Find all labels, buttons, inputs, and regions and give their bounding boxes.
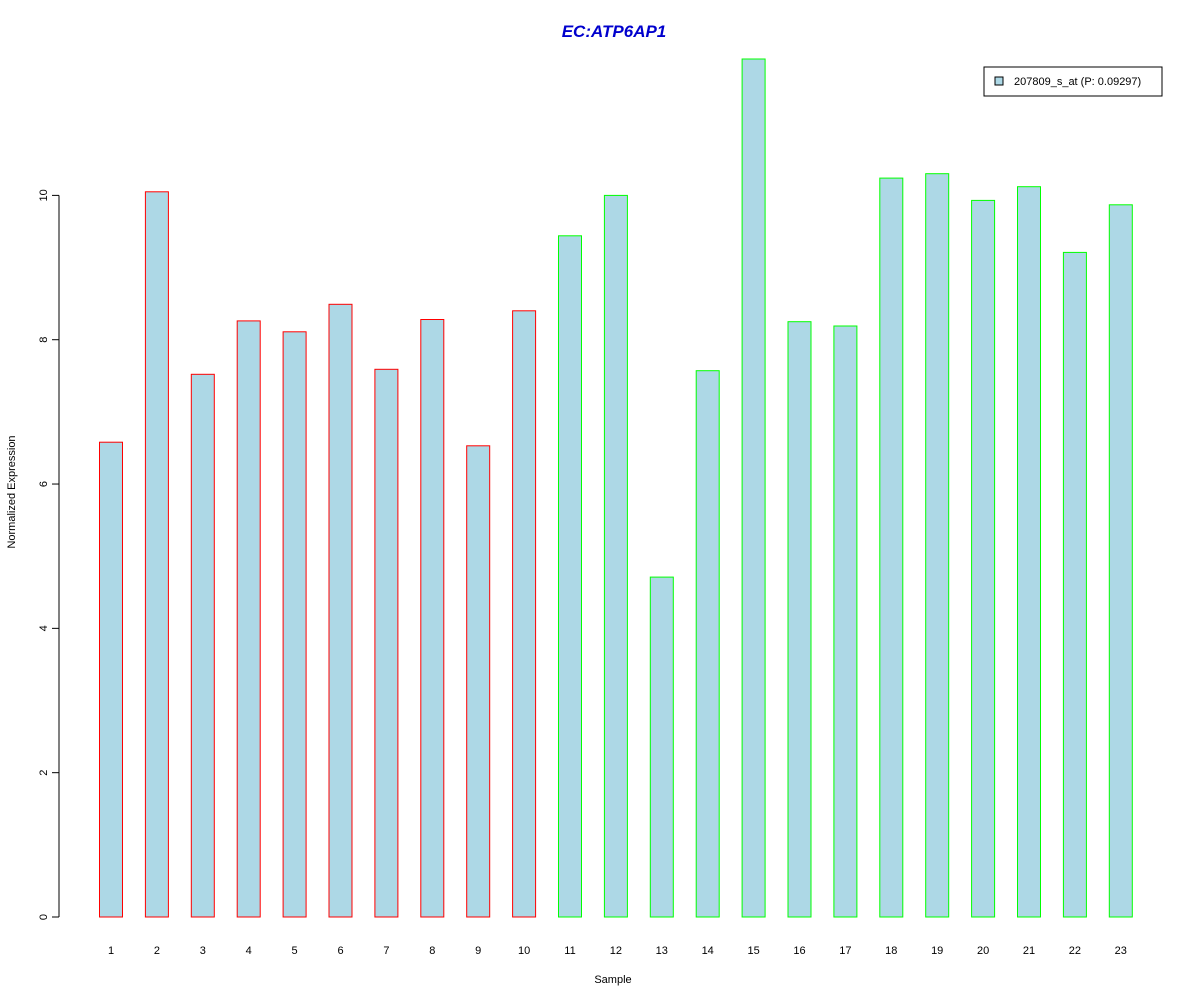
bar-sample-11 [558, 235, 582, 918]
y-axis-label: Normalized Expression [6, 435, 18, 548]
x-tick-label: 23 [1115, 945, 1127, 957]
x-tick-label: 18 [885, 945, 897, 957]
y-axis: 0 2 4 6 8 10 [38, 189, 60, 920]
legend-label: 207809_s_at (P: 0.09297) [1014, 76, 1141, 88]
bar-sample-9 [466, 445, 491, 918]
x-tick-label: 11 [564, 945, 575, 957]
bar-sample-5 [282, 331, 307, 918]
x-tick-label: 22 [1069, 945, 1081, 957]
y-tick-label: 6 [38, 481, 50, 487]
bar-sample-19 [925, 173, 950, 918]
x-tick-label: 7 [383, 945, 389, 957]
x-tick-label: 8 [429, 945, 435, 957]
bar-sample-3 [190, 373, 215, 918]
bar-sample-4 [236, 320, 261, 918]
x-tick-label: 15 [747, 945, 759, 957]
bar-sample-14 [695, 370, 720, 918]
y-tick-label: 8 [38, 337, 50, 343]
x-tick-label: 12 [610, 945, 622, 957]
x-tick-label: 20 [977, 945, 989, 957]
bar-sample-18 [879, 177, 904, 918]
x-tick-label: 17 [839, 945, 851, 957]
bar-sample-17 [833, 325, 858, 918]
x-tick-label: 21 [1023, 945, 1035, 957]
x-tick-label: 14 [702, 945, 714, 957]
x-tick-label: 13 [656, 945, 668, 957]
bar-sample-22 [1062, 251, 1087, 918]
x-tick-label: 19 [931, 945, 943, 957]
bar-sample-23 [1108, 204, 1133, 918]
x-tick-label: 6 [337, 945, 343, 957]
x-tick-label: 3 [200, 945, 206, 957]
bar-sample-7 [374, 368, 399, 918]
x-axis-label: Sample [594, 974, 631, 986]
bar-sample-8 [420, 319, 445, 918]
x-tick-label: 4 [246, 945, 252, 957]
legend-box [983, 66, 1163, 97]
bar-sample-6 [328, 303, 353, 918]
y-tick-label: 2 [38, 770, 50, 776]
bar-sample-21 [1017, 186, 1041, 918]
bar-sample-12 [603, 194, 628, 918]
bar-sample-10 [512, 310, 537, 918]
bar-sample-20 [971, 199, 996, 918]
y-tick-label: 10 [38, 189, 50, 201]
y-tick-label: 0 [38, 914, 50, 920]
chart-title: EC:ATP6AP1 [562, 22, 667, 41]
bar-sample-16 [787, 321, 812, 918]
bar-sample-15 [741, 58, 766, 918]
x-tick-label: 9 [475, 945, 481, 957]
x-tick-labels: 1 2 3 4 5 6 7 8 9 10 11 12 13 14 15 16 17 18 19 20 21 22 23 [108, 945, 1127, 957]
x-tick-label: 10 [518, 945, 530, 957]
x-tick-label: 2 [154, 945, 160, 957]
bar-sample-1 [99, 441, 123, 918]
legend: 207809_s_at (P: 0.09297) [983, 66, 1163, 97]
y-tick-label: 4 [38, 625, 50, 631]
x-tick-label: 1 [108, 945, 114, 957]
legend-swatch [994, 76, 1004, 86]
x-tick-label: 5 [292, 945, 298, 957]
bars-group [99, 58, 1133, 918]
bar-sample-13 [649, 576, 674, 918]
bar-sample-2 [144, 191, 169, 918]
x-tick-label: 16 [793, 945, 805, 957]
